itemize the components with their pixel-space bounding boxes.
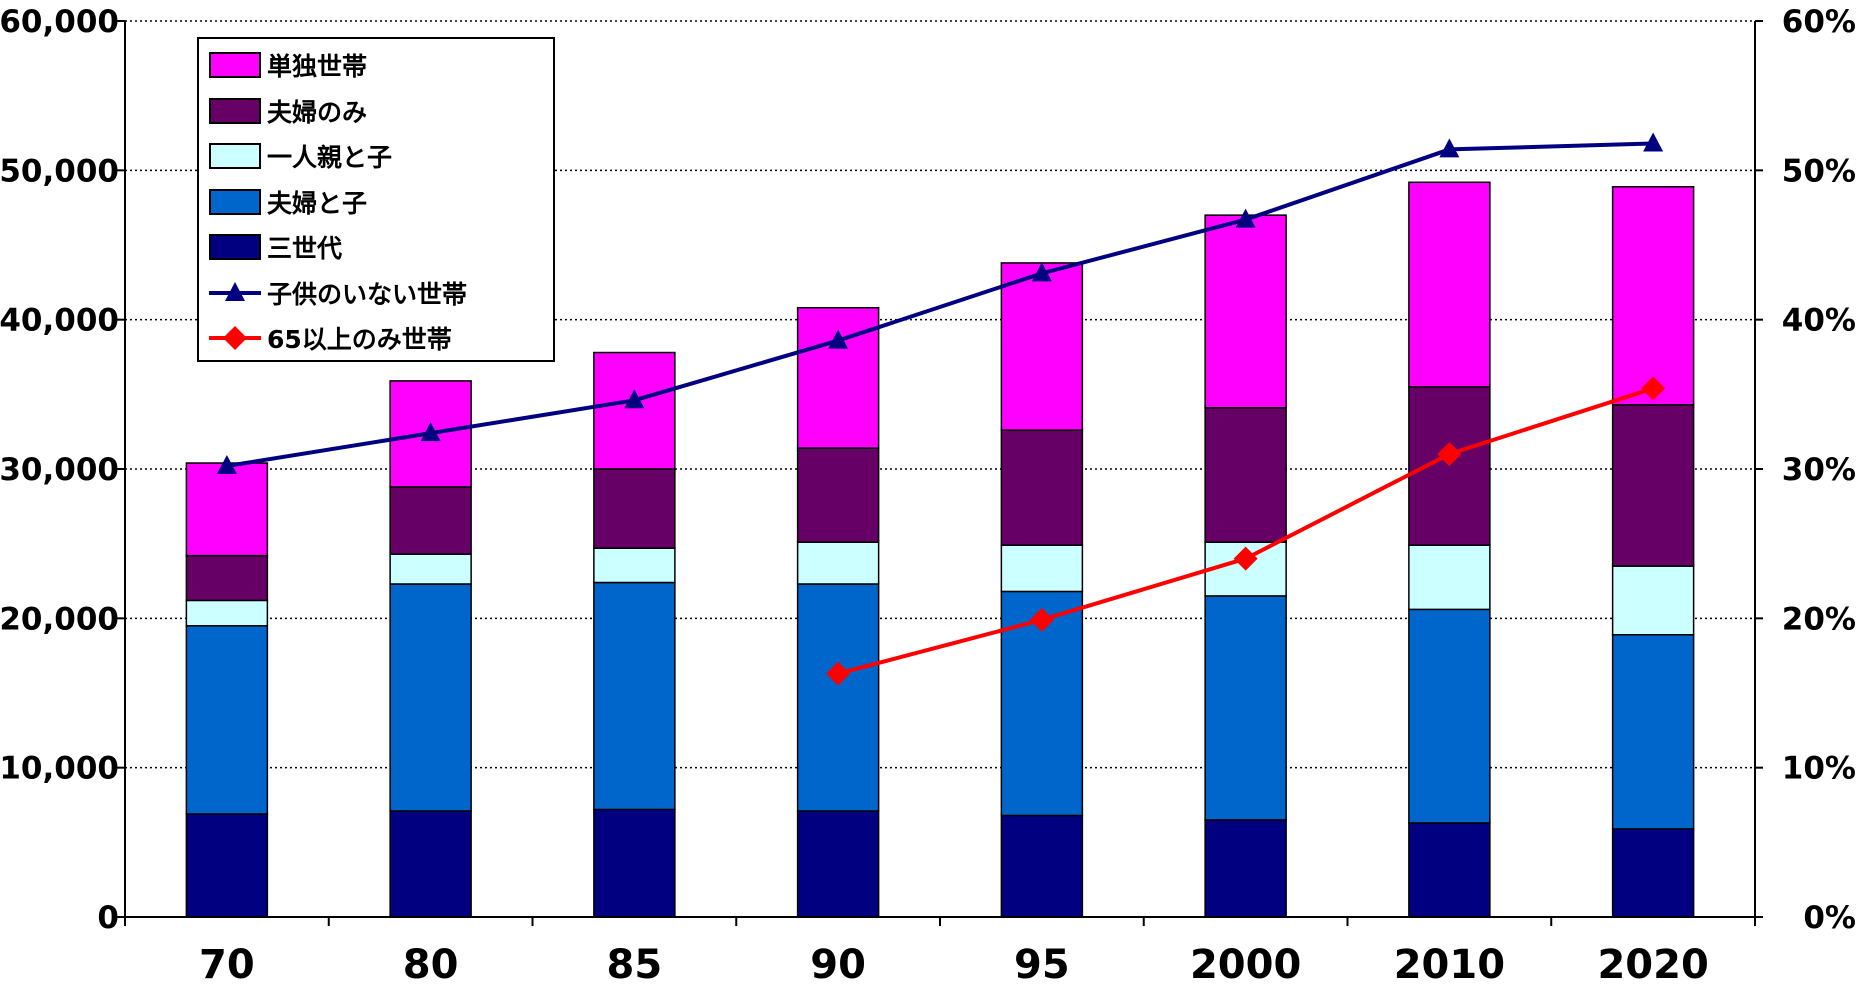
legend-swatch xyxy=(209,234,261,260)
data-point-triangle xyxy=(1235,208,1256,228)
x-tick-label: 2000 xyxy=(1190,942,1301,988)
x-tick-label: 85 xyxy=(607,942,663,988)
bar-segment xyxy=(389,583,472,812)
bar-segment xyxy=(593,547,676,584)
legend-item: 子供のいない世帯 xyxy=(209,273,467,313)
data-point-triangle xyxy=(1031,262,1052,282)
y-right-tick-label: 30% xyxy=(1782,452,1856,488)
bar-segment xyxy=(1611,186,1695,406)
legend: 単独世帯夫婦のみ一人親と子夫婦と子三世代子供のいない世帯 65以上のみ世帯 xyxy=(197,37,555,362)
bar-segment xyxy=(1408,544,1491,611)
bar-segment xyxy=(1000,544,1084,593)
y-left-tick-label: 0 xyxy=(97,900,119,936)
bar-segment xyxy=(1408,181,1491,388)
legend-swatch xyxy=(209,188,261,215)
bar-segment xyxy=(1611,404,1695,567)
x-tick-label: 95 xyxy=(1014,942,1070,988)
bar-segment xyxy=(185,462,269,557)
data-point-triangle xyxy=(420,422,441,442)
y-left-tick-label: 40,000 xyxy=(0,303,119,339)
x-tick-label: 90 xyxy=(810,942,866,988)
y-left-tick-label: 50,000 xyxy=(0,153,119,189)
legend-label: 夫婦と子 xyxy=(267,188,368,218)
bar-segment xyxy=(1000,262,1084,431)
bar-segment xyxy=(593,581,676,811)
data-point-diamond xyxy=(1029,607,1054,632)
legend-label: 夫婦のみ xyxy=(267,97,368,127)
bar-segment xyxy=(796,541,880,585)
bar-segment xyxy=(1204,819,1287,918)
legend-label: 一人親と子 xyxy=(267,143,393,172)
legend-item: 65以上のみ世帯 xyxy=(209,318,452,358)
legend-swatch xyxy=(209,97,261,124)
bar-segment xyxy=(593,351,676,470)
bar-segment xyxy=(1408,608,1491,824)
data-point-triangle xyxy=(1439,138,1460,158)
bar-segment xyxy=(185,625,269,815)
bar-segment xyxy=(185,813,269,918)
y-left-tick-label: 20,000 xyxy=(0,601,119,637)
bar-segment xyxy=(796,583,880,812)
legend-swatch xyxy=(209,281,261,301)
bar-segment xyxy=(1204,407,1287,543)
data-point-triangle xyxy=(216,455,237,475)
x-tick-label: 2020 xyxy=(1597,942,1708,988)
y-right-tick-label: 50% xyxy=(1782,153,1856,189)
legend-label: 単独世帯 xyxy=(267,52,368,81)
bar-segment xyxy=(389,810,472,918)
bar-segment xyxy=(593,468,676,549)
legend-item: 夫婦のみ xyxy=(209,91,367,131)
bar-segment xyxy=(389,486,472,555)
bar-segment xyxy=(1611,828,1695,918)
y-right-tick-label: 40% xyxy=(1782,303,1856,339)
x-tick-label: 2010 xyxy=(1394,942,1505,988)
y-left-tick-label: 30,000 xyxy=(0,452,119,488)
bar-segment xyxy=(185,599,269,627)
legend-item: 夫婦と子 xyxy=(209,182,367,222)
y-right-tick-label: 10% xyxy=(1782,751,1856,787)
legend-label: 子供のいない世帯 xyxy=(267,279,468,309)
bar-segment xyxy=(796,810,880,918)
bar-segment xyxy=(1611,565,1695,636)
tick-labels: 0 10,000 20,000 30,000 40,000 50,000 60,000 0% 1… xyxy=(0,4,1856,988)
bar-segment xyxy=(1204,214,1287,409)
y-left-tick-label: 10,000 xyxy=(0,751,119,787)
legend-item: 三世代 xyxy=(209,227,342,267)
x-tick-label: 70 xyxy=(199,942,255,988)
data-point-triangle xyxy=(624,389,645,409)
legend-item: 一人親と子 xyxy=(209,136,392,176)
bar-segment xyxy=(593,808,676,918)
lines xyxy=(216,132,1666,686)
y-right-tick-label: 0% xyxy=(1803,900,1856,936)
data-point-diamond xyxy=(826,661,851,686)
data-point-diamond xyxy=(1437,442,1462,467)
bar-segment xyxy=(796,306,880,449)
bar-segment xyxy=(1204,595,1287,821)
series-line xyxy=(226,141,1654,468)
y-right-tick-label: 20% xyxy=(1782,601,1856,637)
legend-label: 三世代 xyxy=(267,234,343,263)
bar-segment xyxy=(1408,822,1491,918)
bar-segment xyxy=(1611,634,1695,830)
bar-segment xyxy=(389,553,472,585)
bar-segment xyxy=(185,554,269,602)
axes xyxy=(117,20,1763,926)
bar-segment xyxy=(1000,429,1084,546)
data-point-diamond xyxy=(1233,546,1258,571)
bar-segment xyxy=(1000,814,1084,918)
data-point-diamond xyxy=(1641,376,1666,401)
bar-segment xyxy=(796,447,880,543)
legend-swatch xyxy=(209,143,261,169)
legend-swatch xyxy=(209,326,261,350)
data-point-triangle xyxy=(1643,132,1664,152)
y-left-tick-label: 60,000 xyxy=(0,4,119,40)
x-tick-label: 80 xyxy=(403,942,459,988)
data-point-triangle xyxy=(828,329,849,349)
legend-swatch xyxy=(209,52,261,78)
y-right-tick-label: 60% xyxy=(1782,4,1856,40)
legend-label: 65以上のみ世帯 xyxy=(267,325,452,354)
legend-item: 単独世帯 xyxy=(209,45,367,85)
